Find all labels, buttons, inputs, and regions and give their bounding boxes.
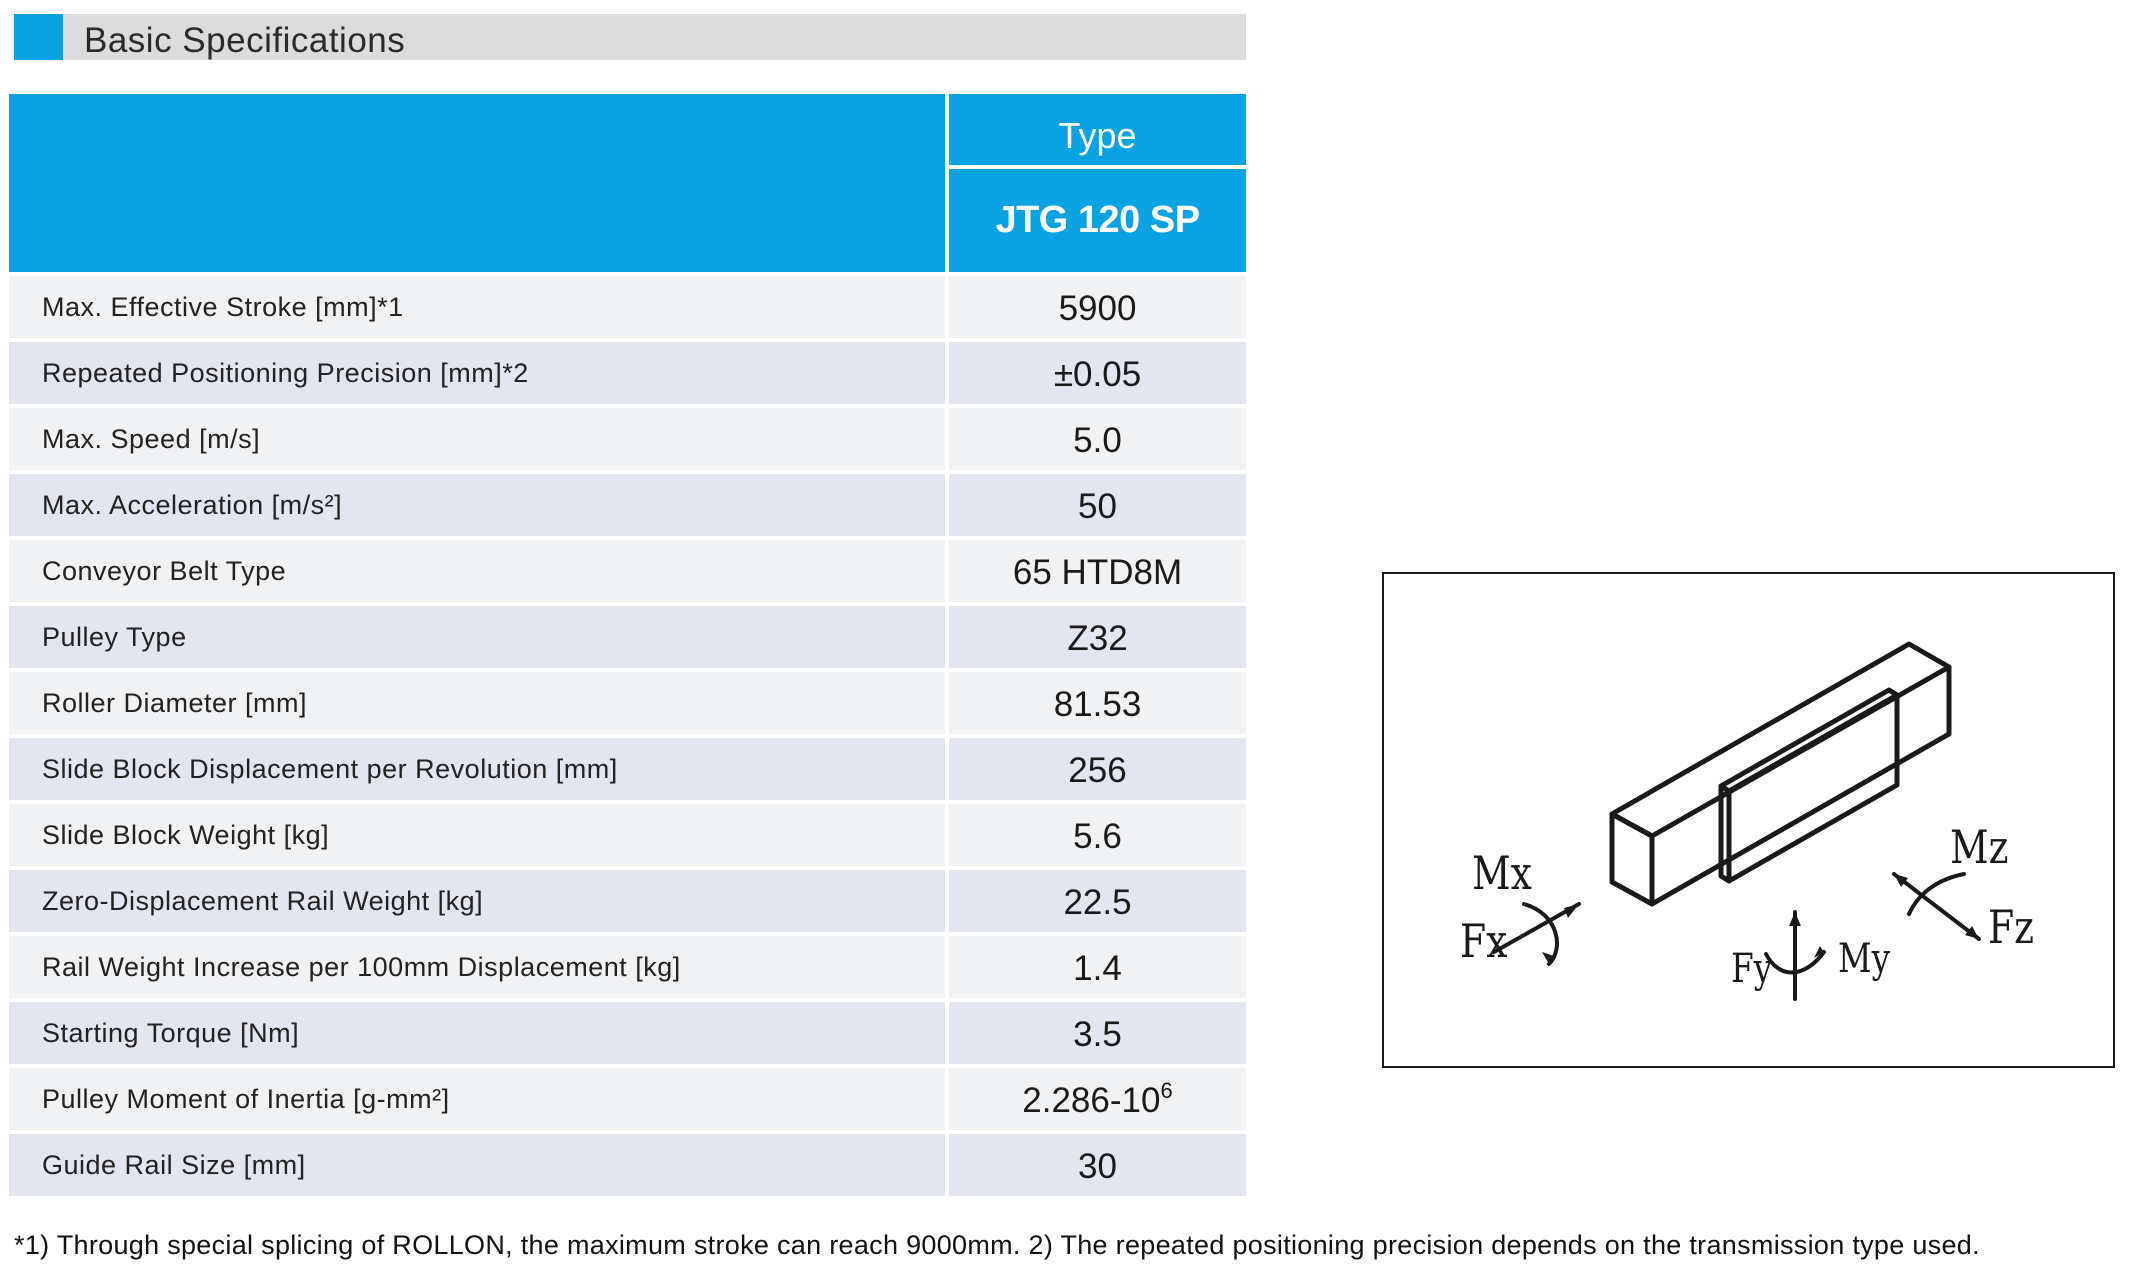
fx-arrow-head xyxy=(1564,904,1579,918)
my-arrow-head xyxy=(1814,946,1824,958)
row-value-exponent: 6 xyxy=(1160,1078,1173,1103)
table-row: Pulley Type Z32 xyxy=(9,602,1246,668)
row-value: 65 HTD8M xyxy=(1012,553,1183,592)
table-row: Rail Weight Increase per 100mm Displacem… xyxy=(9,932,1246,998)
table-row: Max. Speed [m/s] 5.0 xyxy=(9,404,1246,470)
fz-label: Fz xyxy=(1988,900,2035,954)
row-value: 1.4 xyxy=(1073,949,1122,988)
table-row: Repeated Positioning Precision [mm]*2 ±0.… xyxy=(9,338,1246,404)
row-label: Starting Torque [Nm] xyxy=(42,1018,300,1048)
mx-arc xyxy=(1522,902,1559,966)
mx-arrow-head xyxy=(1542,952,1554,964)
section-title: Basic Specifications xyxy=(84,21,406,60)
row-value: ±0.05 xyxy=(1053,355,1142,394)
table-row: Conveyor Belt Type 65 HTD8M xyxy=(9,536,1246,602)
row-value: 256 xyxy=(1068,751,1127,790)
force-moment-diagram: Mx Fx Fy My Mz Fz xyxy=(1382,572,2115,1068)
fy-arrow-head xyxy=(1789,912,1801,926)
table-row: Zero-Displacement Rail Weight [kg] 22.5 xyxy=(9,866,1246,932)
table-body: Max. Effective Stroke [mm]*1 5900 Repeate… xyxy=(9,272,1246,1196)
row-value: 5.6 xyxy=(1073,817,1122,856)
fx-arrow-line xyxy=(1492,902,1581,954)
row-value: 81.53 xyxy=(1053,685,1142,724)
row-label: Slide Block Displacement per Revolution … xyxy=(42,754,618,784)
row-value: 30 xyxy=(1078,1147,1117,1186)
fy-label: Fy xyxy=(1731,946,1773,992)
row-value-base: 2.286-10 xyxy=(1022,1081,1161,1120)
rail-end-face xyxy=(1609,811,1655,907)
row-label: Repeated Positioning Precision [mm]*2 xyxy=(42,358,529,388)
fx-label: Fx xyxy=(1460,914,1508,968)
header-accent-block xyxy=(14,14,63,60)
row-value: 22.5 xyxy=(1063,883,1132,922)
row-label: Max. Speed [m/s] xyxy=(42,424,261,454)
row-label: Guide Rail Size [mm] xyxy=(42,1150,306,1180)
table-row: Starting Torque [Nm] 3.5 xyxy=(9,998,1246,1064)
row-label: Rail Weight Increase per 100mm Displacem… xyxy=(42,952,681,982)
row-value: 5900 xyxy=(1058,289,1137,328)
block-side-face xyxy=(1726,692,1900,884)
mx-label: Mx xyxy=(1472,846,1532,900)
row-label: Roller Diameter [mm] xyxy=(42,688,308,718)
block-top-face xyxy=(1718,687,1900,794)
row-label: Pulley Moment of Inertia [g-mm²] xyxy=(42,1084,450,1114)
linear-module-illustration xyxy=(1492,641,1981,1001)
row-label: Slide Block Weight [kg] xyxy=(42,820,330,850)
header-divider-vertical xyxy=(945,94,949,272)
section-header: Basic Specifications xyxy=(14,14,1246,60)
row-label: Pulley Type xyxy=(42,622,187,652)
my-arc xyxy=(1764,950,1826,975)
rail-side-face xyxy=(1649,664,1952,907)
type-header: Type xyxy=(1058,115,1137,156)
row-value: 5.0 xyxy=(1073,421,1122,460)
row-value: 2.286-106 xyxy=(949,1068,1246,1130)
footnote: *1) Through special splicing of ROLLON, … xyxy=(14,1230,1980,1260)
table-row: Slide Block Displacement per Revolution … xyxy=(9,734,1246,800)
row-label: Max. Acceleration [m/s²] xyxy=(42,490,343,520)
my-label: My xyxy=(1838,936,1891,982)
row-label: Max. Effective Stroke [mm]*1 xyxy=(42,292,404,322)
mz-arc xyxy=(1907,872,1966,916)
table-row: Max. Effective Stroke [mm]*1 5900 xyxy=(9,272,1246,338)
row-label: Zero-Displacement Rail Weight [kg] xyxy=(42,886,484,916)
specifications-table: Type JTG 120 SP Max. Effective Stroke [m… xyxy=(9,94,1246,1196)
fz-arrow-head xyxy=(1965,926,1979,939)
row-value: 3.5 xyxy=(1073,1015,1122,1054)
table-row: Guide Rail Size [mm] 30 xyxy=(9,1130,1246,1196)
table-row: Pulley Moment of Inertia [g-mm²] 2.286-10… xyxy=(9,1064,1246,1130)
table-header: Type JTG 120 SP xyxy=(9,94,1246,272)
mz-label: Mz xyxy=(1950,820,2009,874)
mz-arrow-head xyxy=(1894,874,1908,887)
model-header: JTG 120 SP xyxy=(995,199,1200,241)
table-row: Max. Acceleration [m/s²] 50 xyxy=(9,470,1246,536)
header-divider-horizontal xyxy=(949,165,1246,169)
row-value: 50 xyxy=(1078,487,1117,526)
fz-arrow-line xyxy=(1892,872,1981,941)
row-value: Z32 xyxy=(1067,619,1128,658)
block-end-face xyxy=(1718,783,1732,884)
table-row: Roller Diameter [mm] 81.53 xyxy=(9,668,1246,734)
table-row: Slide Block Weight [kg] 5.6 xyxy=(9,800,1246,866)
row-label: Conveyor Belt Type xyxy=(42,556,287,586)
